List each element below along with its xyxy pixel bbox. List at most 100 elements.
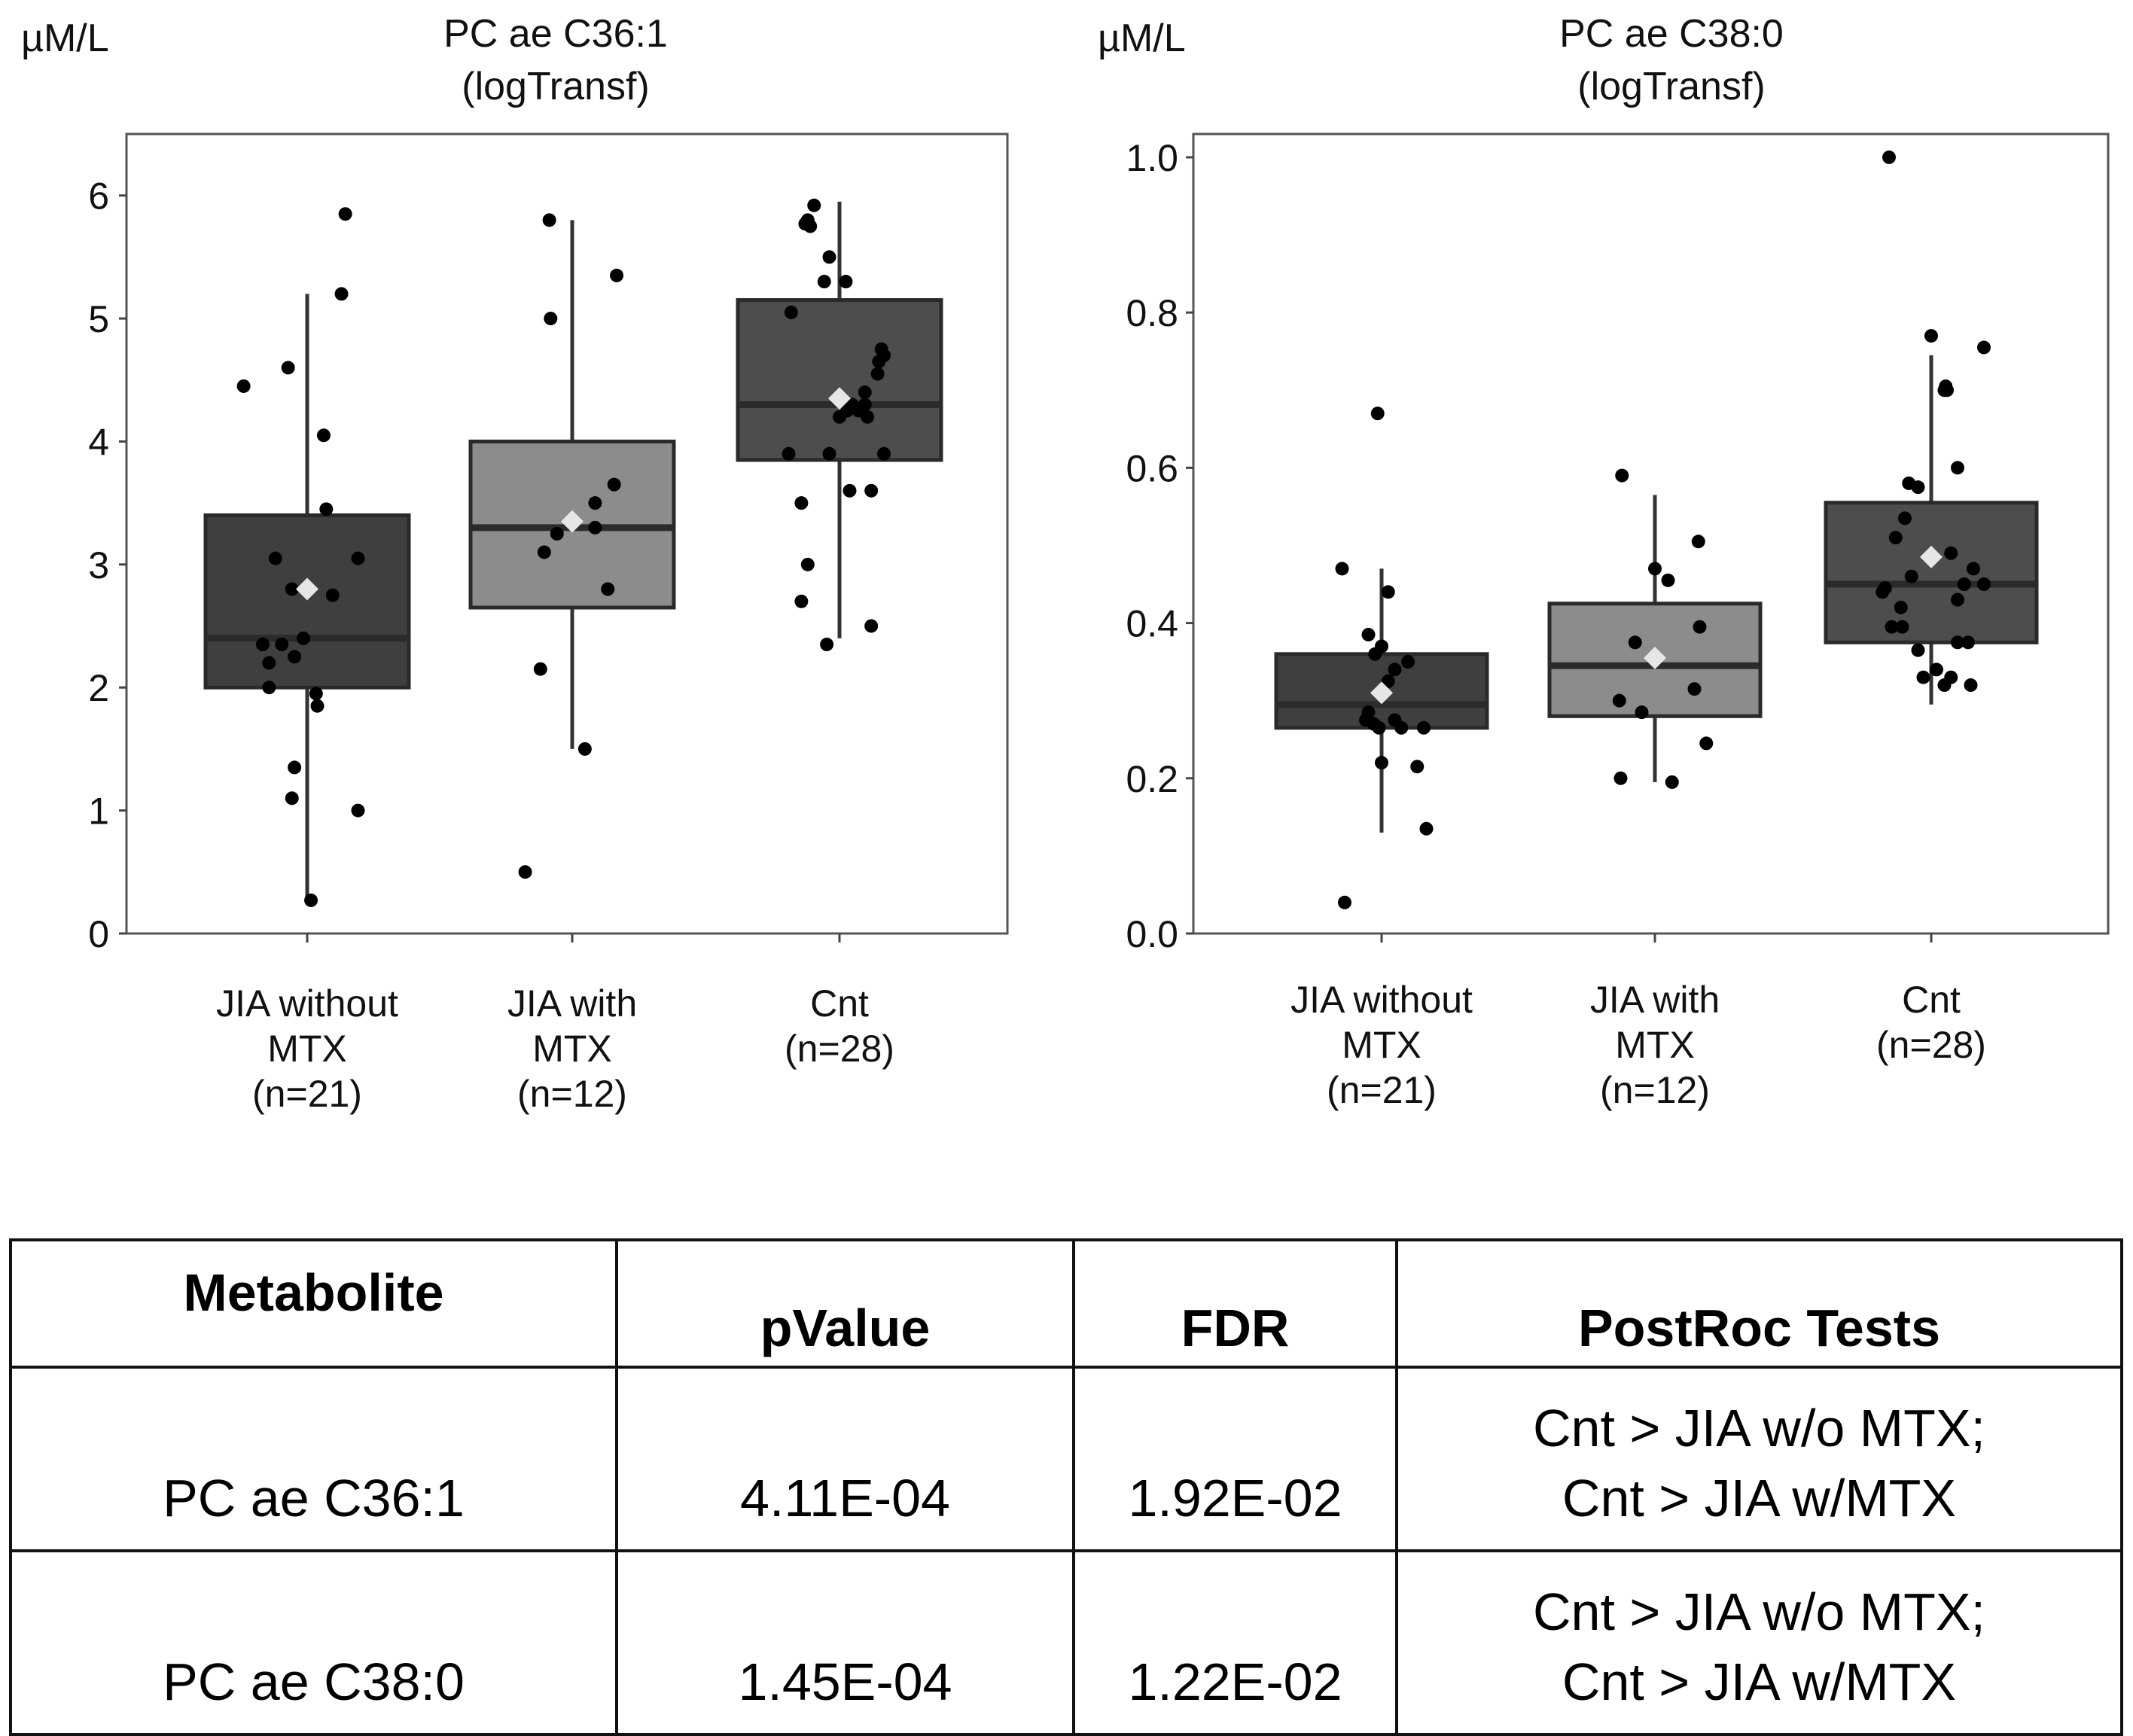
data-point <box>858 385 872 400</box>
category-label: MTX <box>1342 1024 1421 1066</box>
data-point <box>864 619 879 633</box>
data-point <box>285 582 299 596</box>
data-point <box>1687 682 1702 696</box>
data-point <box>319 502 334 516</box>
y-tick-label: 4 <box>88 421 109 463</box>
data-point <box>338 207 352 221</box>
posthoc-line-2: Cnt > JIA w/MTX <box>1562 1652 1957 1711</box>
y-tick-label: 3 <box>88 544 109 586</box>
data-point <box>309 687 323 701</box>
data-point <box>864 483 879 498</box>
chart-title: PC ae C38:0 <box>1559 12 1784 56</box>
data-point <box>1635 705 1649 720</box>
data-point <box>1661 573 1675 587</box>
data-point <box>1977 577 1991 592</box>
data-point <box>1648 562 1662 576</box>
data-point <box>1381 585 1395 599</box>
y-tick-label: 5 <box>88 298 109 340</box>
cell-metabolite: PC ae C38:0 <box>9 1549 618 1736</box>
header-posthoc: PostRoc Tests <box>1395 1238 2123 1369</box>
y-tick-label: 2 <box>88 667 109 709</box>
data-point <box>794 594 809 608</box>
header-pvalue: pValue <box>615 1238 1075 1369</box>
table-header-row: Metabolite pValue FDR PostRoc Tests <box>9 1238 2123 1369</box>
data-point <box>588 520 602 535</box>
data-point <box>800 557 815 571</box>
y-tick-label: 6 <box>88 175 109 218</box>
data-point <box>1615 468 1629 483</box>
table-row: PC ae C36:1 4.11E-04 1.92E-02 Cnt > JIA … <box>9 1366 2123 1552</box>
data-point <box>822 250 836 264</box>
data-point <box>1419 821 1434 836</box>
box <box>203 513 411 690</box>
data-point <box>601 582 615 596</box>
category-label: (n=28) <box>785 1028 894 1070</box>
data-point <box>1911 643 1925 657</box>
category-label: (n=12) <box>1600 1069 1710 1111</box>
data-point <box>607 477 621 492</box>
data-point <box>1693 620 1707 634</box>
data-point <box>334 287 349 301</box>
data-point <box>1665 775 1679 789</box>
data-point <box>288 760 302 775</box>
results-table: Metabolite pValue FDR PostRoc Tests PC a… <box>9 1238 2123 1736</box>
data-point <box>1888 531 1903 545</box>
cell-posthoc: Cnt > JIA w/o MTX; Cnt > JIA w/MTX <box>1395 1549 2123 1736</box>
data-point <box>1882 150 1896 164</box>
data-point <box>1381 674 1395 688</box>
mean-marker <box>1920 545 1943 568</box>
data-point <box>1904 569 1918 583</box>
data-point <box>281 361 295 375</box>
y-axis-unit: µM/L <box>1098 17 1186 60</box>
y-tick-label: 0.0 <box>1126 913 1178 955</box>
mean-marker <box>296 577 318 601</box>
data-point <box>236 379 251 393</box>
data-point <box>255 638 270 652</box>
plot-frame <box>1192 132 2110 935</box>
data-point <box>1885 620 1899 634</box>
data-point <box>288 650 302 664</box>
posthoc-line-2: Cnt > JIA w/MTX <box>1562 1468 1957 1527</box>
header-metabolite: Metabolite <box>9 1238 618 1369</box>
data-point <box>550 527 564 541</box>
data-point <box>351 803 365 818</box>
data-point <box>296 631 310 645</box>
data-point <box>1911 480 1925 495</box>
data-point <box>784 305 798 319</box>
y-tick-label: 0 <box>88 913 109 955</box>
data-point <box>1375 756 1388 770</box>
category-label: JIA without <box>216 982 398 1025</box>
data-point <box>817 275 831 289</box>
data-point <box>275 638 289 652</box>
data-point <box>285 791 299 806</box>
chart-area: PC ae C36:1 (logTransf) µM/L 0 1 2 3 4 5 6 JIA wit… <box>21 12 2110 1115</box>
data-point <box>610 268 624 282</box>
data-point <box>1388 662 1402 677</box>
data-point <box>1372 720 1386 735</box>
table-row: PC ae C38:0 1.45E-04 1.22E-02 Cnt > JIA … <box>9 1549 2123 1736</box>
category-label: (n=28) <box>1876 1024 1986 1066</box>
data-point <box>1967 562 1980 576</box>
data-point <box>1924 329 1938 343</box>
posthoc-line-1: Cnt > JIA w/o MTX; <box>1532 1399 1985 1458</box>
data-point <box>794 496 809 510</box>
data-point <box>822 446 836 461</box>
data-point <box>782 446 796 461</box>
mean-marker <box>828 387 851 410</box>
chart-subtitle: (logTransf) <box>462 65 649 108</box>
data-point <box>537 545 551 559</box>
data-point <box>1951 461 1964 475</box>
data-point <box>1335 562 1349 576</box>
data-point <box>1368 647 1382 661</box>
data-point <box>544 312 558 326</box>
data-point <box>1977 340 1991 355</box>
data-point <box>807 198 821 212</box>
data-point <box>1691 535 1705 549</box>
data-point <box>861 410 875 424</box>
category-label: Cnt <box>1902 979 1961 1021</box>
data-point <box>310 699 325 713</box>
mean-marker <box>1370 681 1393 705</box>
data-point <box>304 893 318 907</box>
data-point <box>577 742 592 756</box>
data-point <box>845 397 859 412</box>
